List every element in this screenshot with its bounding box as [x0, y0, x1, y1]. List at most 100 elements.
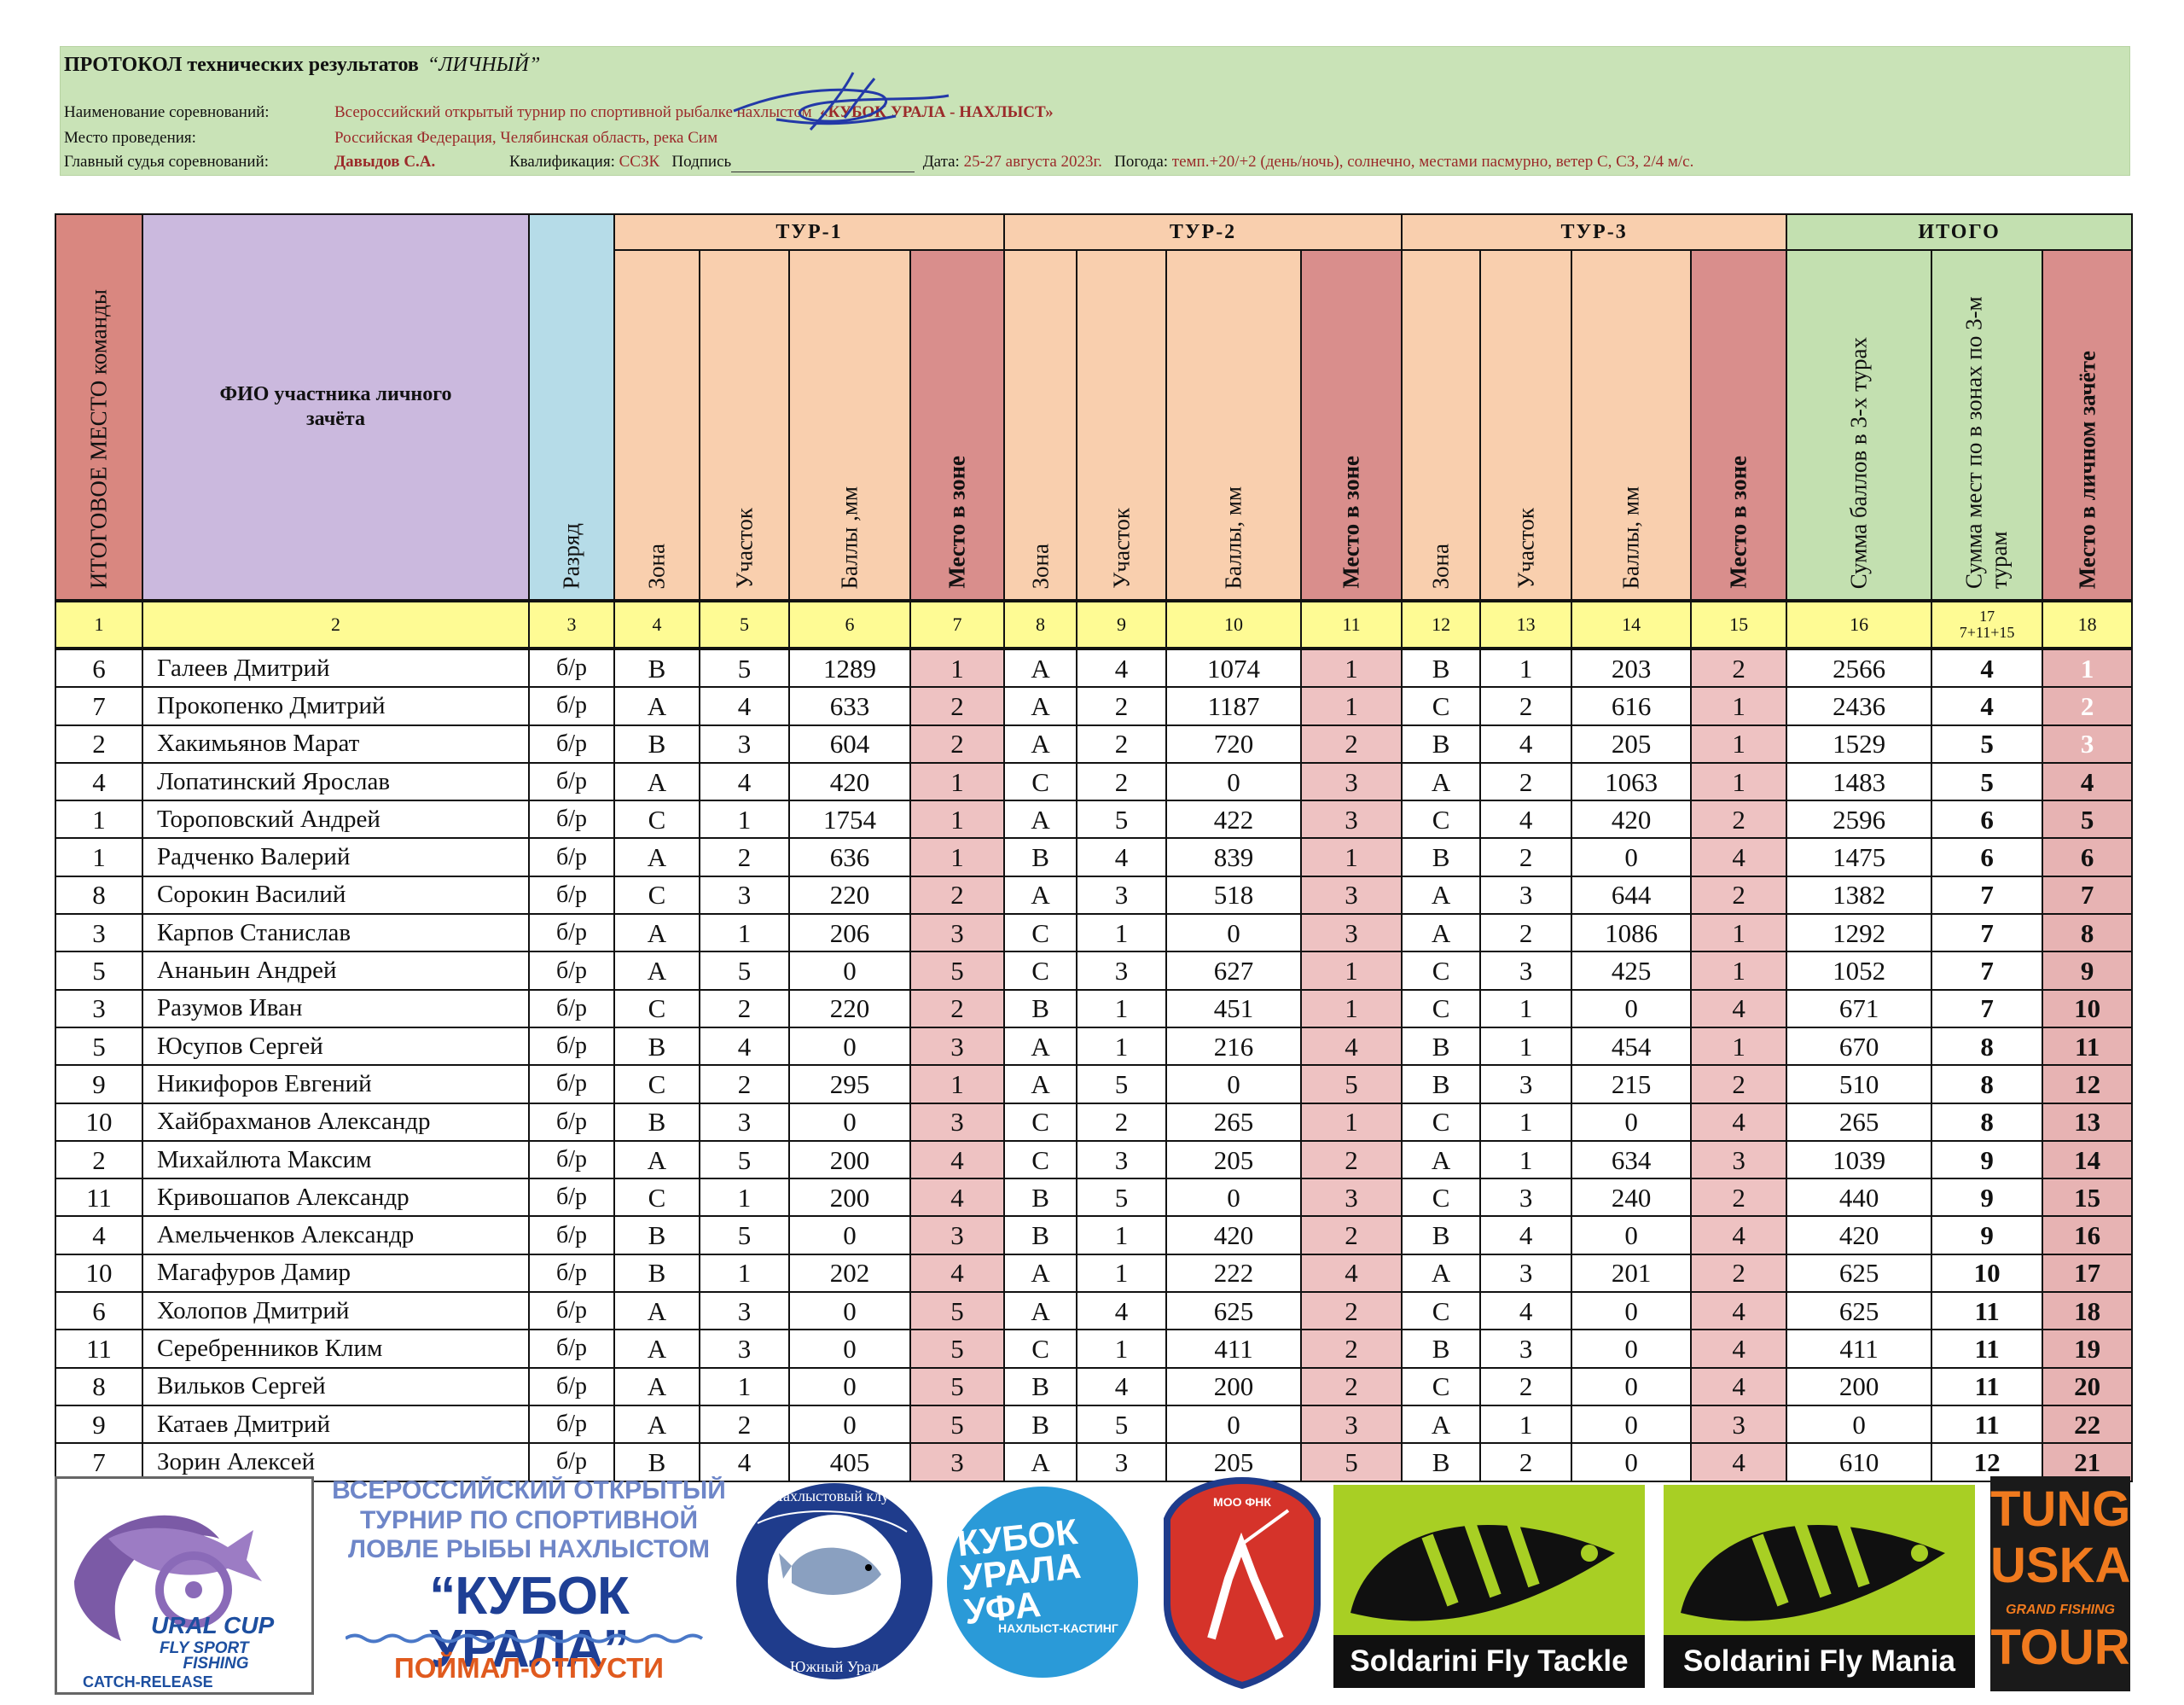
t3-zone: C: [1401, 1366, 1482, 1406]
t2-uchastok: 1: [1076, 913, 1168, 953]
t2-uchastok: 4: [1076, 837, 1168, 877]
t1-uchastok: 5: [699, 1139, 790, 1180]
kubok-urala-subtitle: ВСЕРОССИЙСКИЙ ОТКРЫТЫЙ ТУРНИР ПО СПОРТИВН…: [332, 1476, 726, 1563]
place-label: Место проведения:: [64, 129, 196, 147]
t1-zone: A: [613, 1366, 700, 1406]
participant-name: Карпов Станислав: [142, 913, 530, 953]
qualification-label: Квалификация:: [509, 153, 615, 171]
t3-points: 1086: [1571, 913, 1693, 953]
t3-zone: B: [1401, 1215, 1482, 1255]
t1-zone: A: [613, 913, 700, 953]
razryad: б/р: [528, 1291, 615, 1331]
t3-zone: A: [1401, 761, 1482, 802]
participant-name: Разумов Иван: [142, 988, 530, 1028]
t1-place: 3: [909, 913, 1006, 953]
column-number-6: 6: [788, 599, 911, 650]
t1-uchastok: 4: [699, 1026, 790, 1067]
sum-points: 625: [1786, 1291, 1933, 1331]
moo-label: МОО ФНК: [1213, 1495, 1271, 1509]
participant-name: Ананьин Андрей: [142, 951, 530, 991]
final-place: 7: [2042, 875, 2134, 916]
t1-uchastok: 1: [699, 1178, 790, 1218]
sum-points: 2566: [1786, 647, 1933, 689]
t3-zone: B: [1401, 724, 1482, 764]
t3-place: 1: [1690, 951, 1788, 991]
t3-place: 4: [1690, 988, 1788, 1028]
t2-zone: A: [1003, 686, 1078, 726]
table-row: 1 Радченко Валерий б/р A 2 636 1 B 4 839 1 B 2 0 4 1475…: [55, 837, 2134, 877]
t3-points: 454: [1571, 1026, 1693, 1067]
sum-points: 1039: [1786, 1139, 1933, 1180]
final-place: 13: [2042, 1102, 2134, 1142]
results-table: ИТОГОВОЕ МЕСТО команды ФИО участника лич…: [55, 213, 2134, 1482]
t1-uchastok: 2: [699, 988, 790, 1028]
t1-zone: C: [613, 800, 700, 840]
t1-zone: A: [613, 686, 700, 726]
header-uchastok-t3: Участок: [1479, 249, 1573, 602]
t3-place: 2: [1690, 875, 1788, 916]
t1-zone: A: [613, 1139, 700, 1180]
t1-uchastok: 2: [699, 1064, 790, 1104]
team-place: 5: [55, 1026, 143, 1067]
t1-points: 295: [788, 1064, 911, 1104]
t1-place: 1: [909, 1064, 1006, 1104]
team-place: 10: [55, 1253, 143, 1294]
t3-points: 205: [1571, 724, 1693, 764]
t2-uchastok: 5: [1076, 1064, 1168, 1104]
sum-points: 2436: [1786, 686, 1933, 726]
razryad: б/р: [528, 1064, 615, 1104]
t2-uchastok: 5: [1076, 1178, 1168, 1218]
sum-points: 610: [1786, 1442, 1933, 1482]
t3-zone: A: [1401, 1404, 1482, 1445]
table-row: 11 Серебренников Клим б/р A 3 0 5 C 1 411 2 B 3 0 4 411…: [55, 1329, 2134, 1369]
final-place: 2: [2042, 686, 2134, 726]
table-row: 9 Никифоров Евгений б/р C 2 295 1 A 5 0 5 B 3 215 2 510…: [55, 1064, 2134, 1104]
team-place: 2: [55, 1139, 143, 1180]
sum-places: 11: [1931, 1291, 2044, 1331]
t3-points: 0: [1571, 1404, 1693, 1445]
team-place: 1: [55, 837, 143, 877]
t2-points: 422: [1165, 800, 1303, 840]
sum-points: 1052: [1786, 951, 1933, 991]
catch-release-text: CATCH-RELEASE: [83, 1673, 213, 1690]
participant-name: Никифоров Евгений: [142, 1064, 530, 1104]
sum-places: 7: [1931, 875, 2044, 916]
sum-places: 8: [1931, 1102, 2044, 1142]
t3-uchastok: 4: [1479, 1291, 1573, 1331]
competition-value: Всероссийский открытый турнир по спортив…: [334, 103, 812, 121]
table-row: 7 Зорин Алексей б/р B 4 405 3 A 3 205 5 B 2 0 4 610 12 21: [55, 1442, 2134, 1482]
protocol-title: ПРОТОКОЛ технических результатов “ЛИЧНЫЙ”: [64, 54, 540, 77]
t3-uchastok: 4: [1479, 800, 1573, 840]
razryad: б/р: [528, 1026, 615, 1067]
t3-zone: B: [1401, 647, 1482, 689]
t1-place: 1: [909, 761, 1006, 802]
soldarini-fly-mania-logo: Soldarini Fly Mania: [1664, 1485, 1975, 1688]
t1-place: 2: [909, 875, 1006, 916]
t1-uchastok: 1: [699, 1366, 790, 1406]
t2-zone: A: [1003, 800, 1078, 840]
t2-zone: A: [1003, 1253, 1078, 1294]
t1-zone: C: [613, 1178, 700, 1218]
sum-points: 1483: [1786, 761, 1933, 802]
fly-sport-text: FLY SPORT FISHING: [160, 1639, 249, 1673]
table-row: 4 Амельченков Александр б/р B 5 0 3 B 1 420 2 B 4 0 4 4…: [55, 1215, 2134, 1255]
judge-label: Главный судья соревнований:: [64, 153, 270, 171]
sum-places: 7: [1931, 913, 2044, 953]
participant-name: Холопов Дмитрий: [142, 1291, 530, 1331]
column-number-2: 2: [142, 599, 530, 650]
t1-place: 5: [909, 1291, 1006, 1331]
t1-place: 5: [909, 1366, 1006, 1406]
t3-uchastok: 2: [1479, 1442, 1573, 1482]
participant-name: Хайбрахманов Александр: [142, 1102, 530, 1142]
final-place: 12: [2042, 1064, 2134, 1104]
t2-zone: B: [1003, 988, 1078, 1028]
t2-points: 720: [1165, 724, 1303, 764]
final-place: 9: [2042, 951, 2134, 991]
wave-icon: [346, 1633, 704, 1644]
t3-zone: C: [1401, 1291, 1482, 1331]
t1-place: 2: [909, 988, 1006, 1028]
header-team-place: ИТОГОВОЕ МЕСТО команды: [55, 213, 143, 602]
razryad: б/р: [528, 761, 615, 802]
t2-place: 1: [1300, 837, 1403, 877]
sum-points: 1292: [1786, 913, 1933, 953]
